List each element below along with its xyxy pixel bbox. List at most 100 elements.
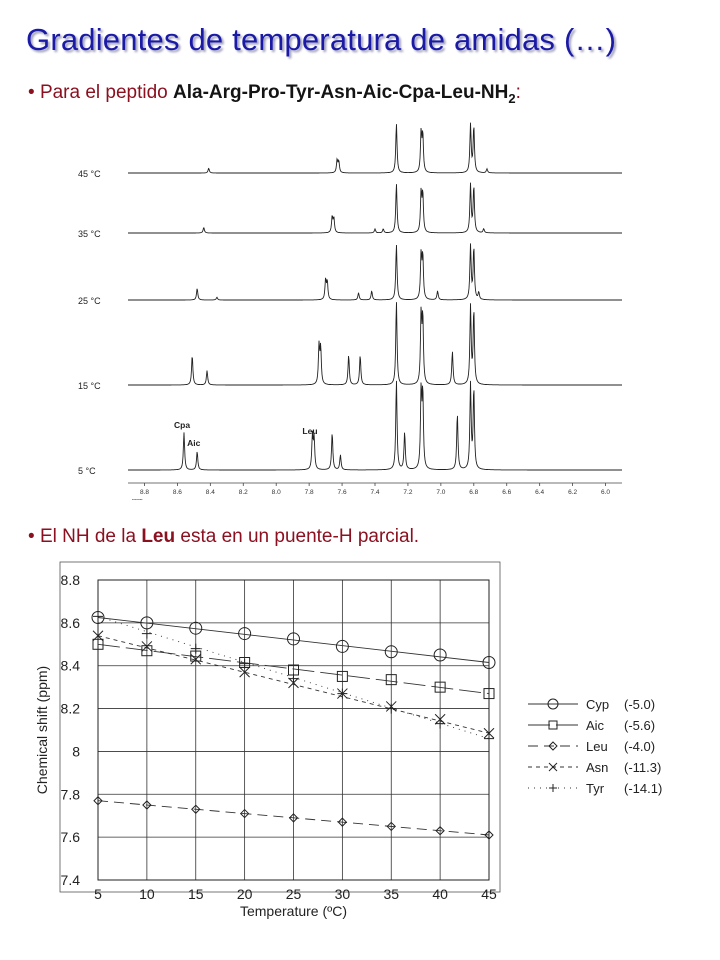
legend-entry: Leu (-4.0): [528, 739, 655, 754]
data-point-x: [483, 727, 495, 739]
data-point-plus: [435, 718, 446, 729]
peptide-subscript: 2: [508, 90, 516, 106]
slide-title: Gradientes de temperatura de amidas (…): [26, 22, 617, 57]
data-point-x: [92, 630, 104, 642]
data-point-circle: [547, 698, 559, 710]
data-point-square: [483, 688, 495, 700]
bullet-leu-note: • El NH de la Leu esta en un puente-H pa…: [28, 526, 419, 548]
data-point-diamond: [337, 817, 348, 827]
spectrum-temp-label: 15 °C: [78, 381, 101, 391]
spectrum-temp-label: 25 °C: [78, 296, 101, 306]
ppm-tick-label: 8.2: [239, 489, 248, 496]
data-point-plus: [190, 643, 201, 654]
legend-entry: Cyp (-5.0): [528, 697, 655, 712]
ppm-tick-label: 7.0: [436, 489, 445, 496]
y-tick-label: 8.2: [61, 701, 81, 717]
data-point-circle: [482, 656, 496, 669]
data-point-diamond: [484, 830, 494, 840]
spectrum-temp-label: 35 °C: [78, 229, 101, 239]
legend-name: Asn: [586, 760, 608, 775]
ppm-tick-label: 7.8: [305, 489, 314, 496]
bullet-suffix: esta en un puente-H parcial.: [175, 526, 420, 547]
y-tick-label: 7.6: [61, 829, 81, 845]
y-tick-label: 8.8: [61, 572, 81, 588]
bullet-marker: •: [28, 82, 35, 103]
data-point-circle: [238, 627, 252, 641]
ppm-tick-label: 8.8: [140, 489, 149, 496]
data-point-x: [190, 653, 202, 665]
data-point-square: [434, 681, 446, 693]
series-line: [97, 800, 490, 836]
nmr-spectra-chart: 45 °C 35 °C 25 °C 15 °C 5 °C Cpa Aic Leu 8.8 8.6 8…: [78, 122, 622, 500]
ppm-tick-label: 8.6: [173, 489, 182, 496]
x-tick-label: 20: [237, 886, 253, 902]
data-point-plus: [93, 611, 103, 622]
spectrum-temp-label: 45 °C: [78, 169, 101, 179]
spectrum-trace: [128, 380, 622, 471]
data-point-x: [239, 666, 250, 678]
spectrum-temp-label: 5 °C: [78, 466, 96, 476]
legend-coef: (-5.0): [624, 697, 655, 712]
peak-label: Leu: [302, 426, 317, 436]
x-tick-label: 5: [94, 886, 102, 902]
series-leu: [93, 796, 494, 840]
y-tick-label: 7.8: [61, 786, 81, 802]
data-point-square: [385, 674, 397, 686]
data-point-diamond: [386, 821, 396, 832]
data-point-diamond: [435, 826, 445, 836]
spectrum-trace: [128, 122, 622, 174]
y-tick-label: 8: [72, 743, 80, 759]
series-aic: [92, 638, 495, 700]
data-point-diamond: [288, 813, 299, 823]
data-point-plus: [386, 703, 397, 714]
data-point-plus: [549, 784, 557, 792]
legend-name: Leu: [586, 739, 608, 754]
legend-coef: (-11.3): [624, 760, 661, 775]
data-point-circle: [384, 645, 398, 659]
data-point-plus: [239, 658, 250, 669]
ppm-tick-label: 7.4: [370, 489, 379, 496]
data-point-x: [548, 762, 558, 772]
data-point-plus: [288, 673, 299, 684]
legend-coef: (-4.0): [624, 739, 655, 754]
y-tick-label: 8.4: [61, 658, 81, 674]
data-point-square: [336, 670, 348, 682]
x-tick-label: 45: [481, 886, 497, 902]
data-point-diamond: [93, 796, 103, 806]
x-tick-label: 25: [286, 886, 302, 902]
series-line: [97, 635, 490, 734]
legend-coef: (-5.6): [624, 718, 655, 733]
legend-name: Aic: [586, 718, 605, 733]
data-point-x: [141, 641, 153, 652]
legend-name: Cyp: [586, 697, 609, 712]
x-tick-label: 40: [432, 886, 448, 902]
spectrum-trace: [128, 302, 622, 386]
legend-name: Tyr: [586, 781, 605, 796]
y-axis-label: Chemical shift (ppm): [34, 666, 50, 794]
ppm-tick-label: 7.2: [403, 489, 412, 496]
data-point-plus: [141, 628, 152, 639]
data-point-circle: [433, 648, 447, 662]
ppm-tick-label: 7.6: [338, 489, 347, 496]
data-point-circle: [335, 639, 349, 653]
data-point-square: [92, 638, 104, 650]
data-point-plus: [337, 688, 348, 699]
y-tick-label: 7.4: [61, 872, 81, 888]
bullet-prefix: El NH de la: [39, 526, 142, 547]
plot-area: [97, 579, 490, 881]
bullet-peptide: • Para el peptido Ala-Arg-Pro-Tyr-Asn-Ai…: [28, 82, 521, 106]
legend-entry: Asn (-11.3): [528, 760, 661, 775]
data-point-square: [548, 720, 558, 730]
bullet-suffix: :: [515, 82, 521, 103]
data-point-square: [141, 645, 153, 657]
y-tick-label: 8.6: [61, 615, 81, 631]
chart-frame: [59, 561, 501, 893]
ppm-tick-label: 6.8: [469, 489, 478, 496]
x-tick-label: 15: [188, 886, 204, 902]
x-axis-label: Temperature (ºC): [240, 903, 347, 919]
data-point-diamond: [239, 808, 250, 819]
x-tick-label: 35: [383, 886, 399, 902]
peak-label: Aic: [187, 438, 201, 448]
x-tick-label: 30: [335, 886, 351, 902]
ppm-tick-label: 6.2: [568, 489, 577, 496]
